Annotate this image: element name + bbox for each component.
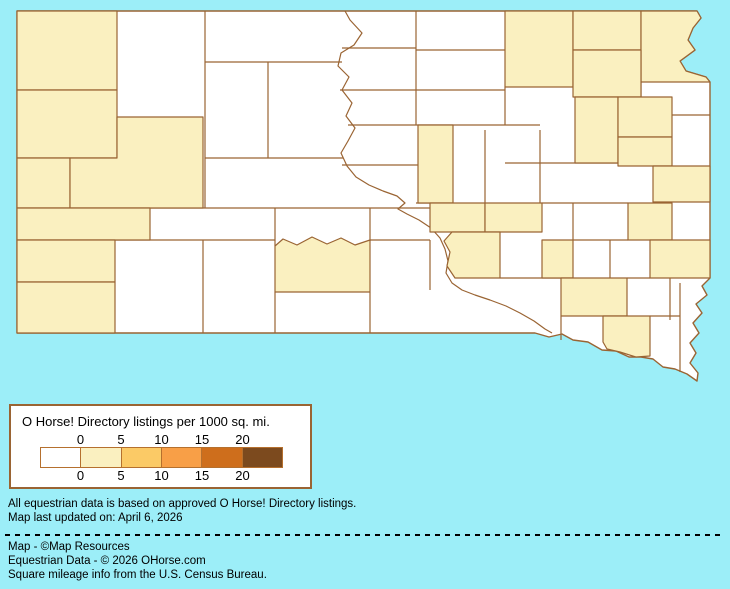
county-region-nw3 xyxy=(16,157,71,209)
legend-ramp xyxy=(40,447,283,468)
county-region-sw2 xyxy=(16,281,116,334)
legend-tick-label: 20 xyxy=(235,468,250,483)
legend-tick-label: 15 xyxy=(194,468,210,483)
legend-tick-label: 0 xyxy=(76,468,85,483)
county-region-w1 xyxy=(16,207,151,241)
county-region-c3 xyxy=(484,202,543,233)
county-region-ne7 xyxy=(617,136,673,167)
county-region-ne4 xyxy=(572,49,642,98)
county-region-e2 xyxy=(627,202,673,241)
dashed-divider xyxy=(5,534,725,536)
county-region-se2 xyxy=(602,315,651,358)
county-choropleth-map xyxy=(16,10,711,382)
legend-title: O Horse! Directory listings per 1000 sq.… xyxy=(22,414,270,429)
county-region-c1 xyxy=(417,124,454,204)
legend-ticks-top: 0 5 10 15 20 xyxy=(40,432,283,447)
legend-swatch xyxy=(241,447,283,468)
note-data-source: All equestrian data is based on approved… xyxy=(8,498,357,510)
legend-tick-label: 15 xyxy=(194,432,210,447)
legend-tick-label: 20 xyxy=(235,432,250,447)
county-region-c4 xyxy=(443,231,501,279)
legend-swatch xyxy=(201,447,243,468)
county-region-sc1 xyxy=(274,236,371,293)
legend-swatch xyxy=(80,447,122,468)
county-region-c2 xyxy=(429,202,486,233)
legend-tick-label: 5 xyxy=(117,468,125,483)
river-boundary-line xyxy=(337,10,553,334)
county-region-e1 xyxy=(652,165,711,203)
legend-swatch xyxy=(40,447,82,468)
legend-box: O Horse! Directory listings per 1000 sq.… xyxy=(9,404,312,489)
credit-census: Square mileage info from the U.S. Census… xyxy=(8,569,267,581)
county-region-ne2 xyxy=(572,10,642,51)
county-region-se1 xyxy=(560,277,628,317)
county-region-ne5 xyxy=(574,96,619,164)
county-region-nw1 xyxy=(16,10,118,91)
county-region-e3 xyxy=(649,239,711,279)
legend-swatch xyxy=(120,447,162,468)
credit-equestrian-data: Equestrian Data - © 2026 OHorse.com xyxy=(8,555,206,567)
county-boundary-lines xyxy=(115,11,710,372)
county-region-c5 xyxy=(541,239,574,279)
county-region-sw1 xyxy=(16,239,116,283)
legend-tick-label: 10 xyxy=(154,432,169,447)
legend-tick-label: 0 xyxy=(76,432,85,447)
legend-swatch xyxy=(160,447,203,468)
county-region-nw2 xyxy=(16,89,118,159)
credit-map: Map - ©Map Resources xyxy=(8,541,130,553)
legend-ticks-bottom: 0 5 10 15 20 xyxy=(40,468,283,483)
county-region-ne6 xyxy=(617,96,673,138)
county-region-ne1 xyxy=(504,10,574,88)
county-region-ne3 xyxy=(640,10,711,83)
note-last-updated: Map last updated on: April 6, 2026 xyxy=(8,512,183,524)
legend-tick-label: 10 xyxy=(154,468,169,483)
legend-tick-label: 5 xyxy=(117,432,125,447)
